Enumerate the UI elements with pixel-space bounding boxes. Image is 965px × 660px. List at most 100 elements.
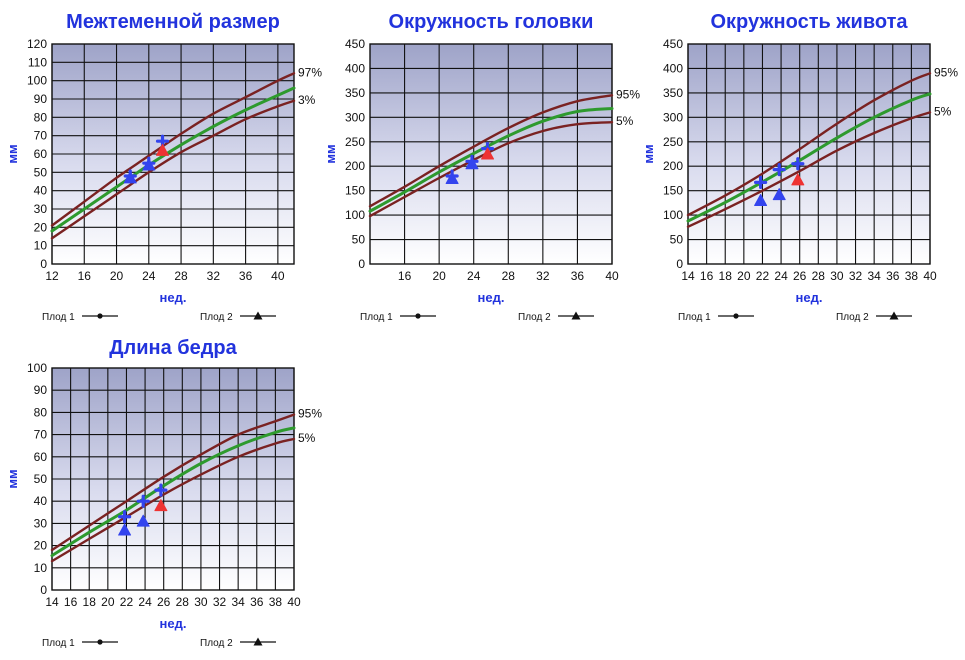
x-axis-label: нед. xyxy=(160,616,187,631)
x-tick-label: 32 xyxy=(213,595,227,609)
data-point-fetus-2 xyxy=(136,514,150,527)
x-tick-label: 18 xyxy=(83,595,97,609)
data-point-fetus-2 xyxy=(123,171,137,184)
y-axis-label: мм xyxy=(323,144,338,163)
legend-dot-marker xyxy=(415,313,421,319)
data-point-fetus-2 xyxy=(481,147,495,160)
x-tick-label: 38 xyxy=(905,269,919,283)
y-tick-label: 100 xyxy=(27,74,47,88)
x-axis-label: нед. xyxy=(796,290,823,305)
y-axis-label: мм xyxy=(5,469,20,488)
series-line-median xyxy=(50,86,296,233)
series-line-lower xyxy=(686,111,932,228)
legend-label: Плод 2 xyxy=(836,312,869,323)
series-line-lower xyxy=(368,121,614,218)
data-point-fetus-2 xyxy=(772,188,786,201)
percentile-label: 5% xyxy=(934,104,952,118)
y-tick-label: 10 xyxy=(34,239,48,253)
data-point-fetus-2 xyxy=(154,499,168,512)
y-tick-label: 100 xyxy=(663,208,683,222)
x-tick-label: 36 xyxy=(571,269,585,283)
data-point-fetus-2 xyxy=(142,158,156,171)
y-tick-label: 70 xyxy=(34,428,48,442)
legend-triangle-marker xyxy=(889,311,899,320)
legend-triangle-marker xyxy=(253,311,263,320)
x-tick-label: 26 xyxy=(157,595,171,609)
legend-label: Плод 2 xyxy=(200,638,233,649)
x-tick-label: 14 xyxy=(45,595,59,609)
y-tick-label: 60 xyxy=(34,450,48,464)
chart-panel-femur-length: Длина бедра 0 10 20 30 40 50 60 70 80 90 100 14 16 18… xyxy=(0,325,330,660)
y-tick-label: 0 xyxy=(40,583,47,597)
chart-panel-head-circumference: Окружность головки 0 50 100 150 200 250 300 350… xyxy=(315,0,645,330)
series-line-upper xyxy=(368,94,614,208)
series-line-lower xyxy=(50,437,296,563)
chart-svg: 0 10 20 30 40 50 60 70 80 90 100 110 120 12 16 20 24 28 32… xyxy=(5,37,322,323)
x-tick-label: 24 xyxy=(142,269,156,283)
x-tick-label: 34 xyxy=(867,269,881,283)
y-tick-label: 100 xyxy=(27,361,47,375)
chart-svg: 0 10 20 30 40 50 60 70 80 90 100 14 16 18 20 22 24 26 28 30… xyxy=(5,361,322,649)
y-tick-label: 350 xyxy=(345,86,365,100)
y-tick-label: 200 xyxy=(345,159,365,173)
series-line-lower xyxy=(50,99,296,240)
x-tick-label: 36 xyxy=(239,269,253,283)
x-tick-label: 28 xyxy=(174,269,188,283)
x-tick-label: 16 xyxy=(700,269,714,283)
x-tick-label: 14 xyxy=(681,269,695,283)
series-line-upper xyxy=(686,72,932,217)
data-point-fetus-1 xyxy=(118,510,132,524)
legend-label: Плод 1 xyxy=(42,638,75,649)
y-tick-label: 250 xyxy=(345,135,365,149)
data-point-fetus-1 xyxy=(791,157,805,171)
legend-dot-marker xyxy=(733,313,739,319)
y-tick-label: 10 xyxy=(34,561,48,575)
y-tick-label: 150 xyxy=(345,184,365,198)
data-point-fetus-1 xyxy=(154,483,168,497)
chart-panel-abdominal-circumference: Окружность живота 0 50 100 150 200 250 300 350 4… xyxy=(635,0,965,330)
x-tick-label: 24 xyxy=(138,595,152,609)
y-tick-label: 70 xyxy=(34,129,48,143)
percentile-label: 97% xyxy=(298,65,322,79)
data-point-fetus-1 xyxy=(136,494,150,508)
x-tick-label: 32 xyxy=(207,269,221,283)
percentile-label: 95% xyxy=(616,87,640,101)
x-tick-label: 20 xyxy=(110,269,124,283)
x-tick-label: 34 xyxy=(231,595,245,609)
chart-panel-bpd: Межтеменной размер 0 10 20 30 40 50 60 70 80 90 10… xyxy=(0,0,330,330)
y-tick-label: 90 xyxy=(34,92,48,106)
x-tick-label: 36 xyxy=(886,269,900,283)
data-point-fetus-2 xyxy=(465,157,479,170)
series-line-upper xyxy=(50,413,296,552)
x-tick-label: 30 xyxy=(830,269,844,283)
x-tick-label: 26 xyxy=(793,269,807,283)
y-tick-label: 0 xyxy=(358,257,365,271)
percentile-label: 95% xyxy=(934,65,958,79)
x-tick-label: 30 xyxy=(194,595,208,609)
x-tick-label: 38 xyxy=(269,595,283,609)
y-tick-label: 0 xyxy=(676,257,683,271)
x-tick-label: 28 xyxy=(812,269,826,283)
y-tick-label: 120 xyxy=(27,37,47,51)
series-line-upper xyxy=(50,72,296,227)
y-tick-label: 50 xyxy=(34,472,48,486)
y-tick-label: 50 xyxy=(670,233,684,247)
data-point-fetus-2 xyxy=(156,143,170,156)
y-tick-label: 80 xyxy=(34,405,48,419)
y-tick-label: 200 xyxy=(663,159,683,173)
x-tick-label: 36 xyxy=(250,595,264,609)
legend-triangle-marker xyxy=(253,637,263,646)
y-tick-label: 250 xyxy=(663,135,683,149)
y-tick-label: 30 xyxy=(34,202,48,216)
data-point-fetus-1 xyxy=(754,175,768,189)
x-tick-label: 20 xyxy=(737,269,751,283)
data-point-fetus-2 xyxy=(118,523,132,536)
series-line-median xyxy=(686,92,932,223)
legend-dot-marker xyxy=(97,313,103,319)
percentile-label: 5% xyxy=(616,114,634,128)
data-point-fetus-1 xyxy=(772,163,786,177)
y-tick-label: 80 xyxy=(34,110,48,124)
data-point-fetus-2 xyxy=(445,171,459,184)
x-tick-label: 22 xyxy=(120,595,134,609)
chart-title: Длина бедра xyxy=(109,337,237,359)
